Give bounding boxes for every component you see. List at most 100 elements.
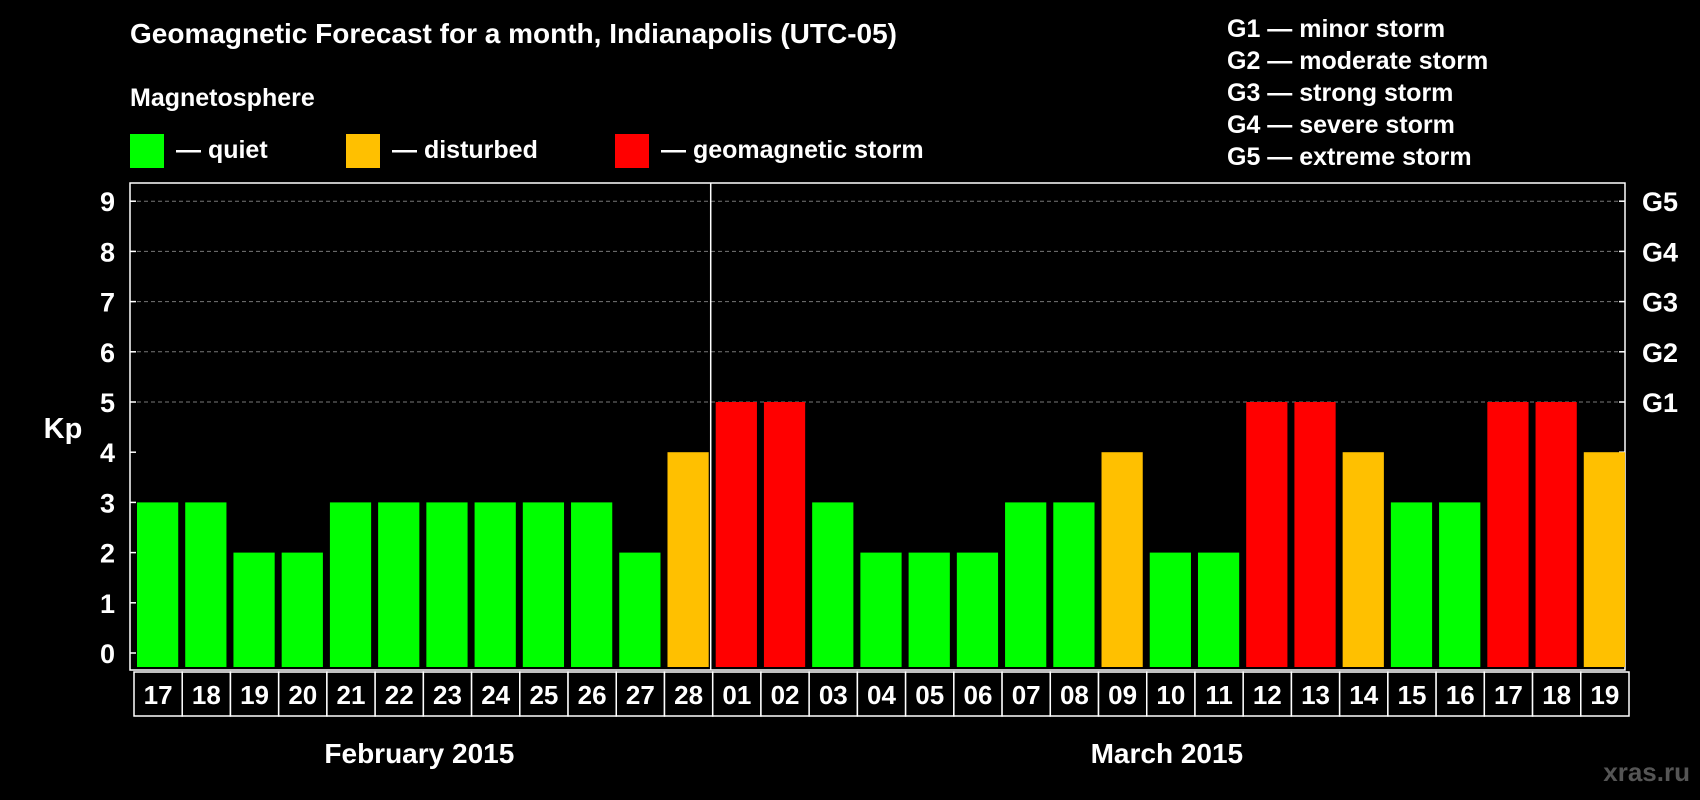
day-label-box (1290, 671, 1341, 717)
day-label-box (1580, 671, 1630, 717)
day-label-box (615, 671, 666, 717)
day-label-box (856, 671, 907, 717)
kp-bar (1246, 402, 1288, 667)
day-label: 19 (1590, 680, 1619, 710)
kp-bar (860, 552, 902, 667)
day-label: 12 (1253, 680, 1282, 710)
kp-bar (1535, 402, 1577, 667)
kp-bar (1197, 552, 1240, 667)
kp-bar (474, 502, 516, 667)
storm-scale-g1: G1 — minor storm (1227, 15, 1446, 43)
day-label-box (1435, 671, 1486, 717)
quiet-swatch (130, 133, 164, 168)
storm-swatch (615, 133, 649, 168)
plot-frame (129, 182, 1626, 671)
day-label-box (1097, 671, 1148, 717)
watermark: xras.ru (1603, 757, 1690, 787)
storm-scale-legend: G1 — minor storm G2 — moderate storm G3 … (1227, 13, 1488, 173)
kp-bar (763, 402, 806, 667)
legend-heading: Magnetosphere (130, 84, 315, 112)
y-tick-label: 7 (100, 288, 115, 318)
day-label: 24 (481, 680, 510, 710)
kp-bar (281, 552, 323, 667)
disturbed-swatch (346, 133, 380, 168)
legend-label-storm: — geomagnetic storm (661, 136, 924, 164)
day-label: 05 (915, 680, 944, 710)
day-label: 25 (529, 680, 558, 710)
day-label-box (374, 671, 425, 717)
day-label-box (470, 671, 521, 717)
day-label-box (1145, 671, 1196, 717)
kp-bar (1294, 402, 1336, 667)
y-tick-label: 1 (100, 589, 115, 619)
kp-bar (522, 502, 565, 667)
day-label: 10 (1156, 680, 1185, 710)
kp-bar (1149, 552, 1191, 667)
day-label: 13 (1301, 680, 1330, 710)
kp-bar (1583, 452, 1625, 667)
storm-scale-g2: G2 — moderate storm (1227, 47, 1489, 75)
day-label-box (181, 671, 232, 717)
day-label: 18 (1542, 680, 1571, 710)
kp-bar (378, 502, 420, 667)
day-label: 01 (722, 680, 751, 710)
day-label: 04 (867, 680, 896, 710)
day-label-box (567, 671, 618, 717)
legend-label-quiet: — quiet (176, 136, 268, 164)
kp-bar (667, 452, 709, 667)
y-tick-label: 0 (100, 639, 115, 669)
kp-bar (329, 502, 372, 667)
kp-bar (1101, 452, 1143, 667)
y-axis-label: Kp (44, 413, 83, 445)
day-label: 03 (819, 680, 848, 710)
kp-bar (812, 502, 854, 667)
day-label: 17 (144, 680, 173, 710)
kp-bar (715, 402, 757, 667)
y-tick-label: 9 (100, 187, 115, 217)
day-label-box (229, 671, 280, 717)
day-label-box (663, 671, 714, 717)
storm-scale-g4: G4 — severe storm (1227, 111, 1455, 139)
kp-bar (908, 552, 950, 667)
day-label: 06 (963, 680, 992, 710)
day-label-box (326, 671, 376, 717)
legend-label-disturbed: — disturbed (392, 136, 538, 164)
y-tick-label: 6 (100, 338, 115, 368)
day-label-box (711, 671, 762, 717)
kp-bar (571, 502, 613, 667)
day-label: 02 (771, 680, 800, 710)
day-label: 22 (385, 680, 414, 710)
day-label: 16 (1446, 680, 1475, 710)
kp-bar (1439, 502, 1481, 667)
kp-bar (1342, 452, 1384, 667)
chart-title: Geomagnetic Forecast for a month, Indian… (130, 18, 897, 49)
y-tick-label: 3 (100, 488, 115, 518)
day-label: 27 (626, 680, 655, 710)
kp-bar (619, 552, 661, 667)
storm-scale-g3: G3 — strong storm (1227, 79, 1454, 107)
day-label: 18 (192, 680, 221, 710)
day-label: 26 (578, 680, 607, 710)
kp-bar (956, 552, 999, 667)
day-label-box (1001, 671, 1052, 717)
day-label-box (1483, 671, 1534, 717)
day-label: 20 (288, 680, 317, 710)
right-axis-label: G5 (1642, 187, 1678, 217)
kp-bar (1390, 502, 1433, 667)
kp-bar (137, 502, 179, 667)
kp-bar (1487, 402, 1529, 667)
right-axis-label: G4 (1642, 237, 1678, 267)
month-label: March 2015 (1091, 738, 1244, 769)
legend-item-disturbed: — disturbed (346, 133, 538, 168)
kp-bar (1005, 502, 1047, 667)
right-axis-label: G1 (1642, 388, 1678, 418)
kp-bar (426, 502, 468, 667)
right-axis-label: G2 (1642, 338, 1678, 368)
month-label: February 2015 (324, 738, 514, 769)
day-label: 08 (1060, 680, 1089, 710)
day-label-box (808, 671, 859, 717)
y-tick-label: 4 (100, 438, 115, 468)
day-label-box (422, 671, 473, 717)
day-label: 21 (337, 680, 366, 710)
